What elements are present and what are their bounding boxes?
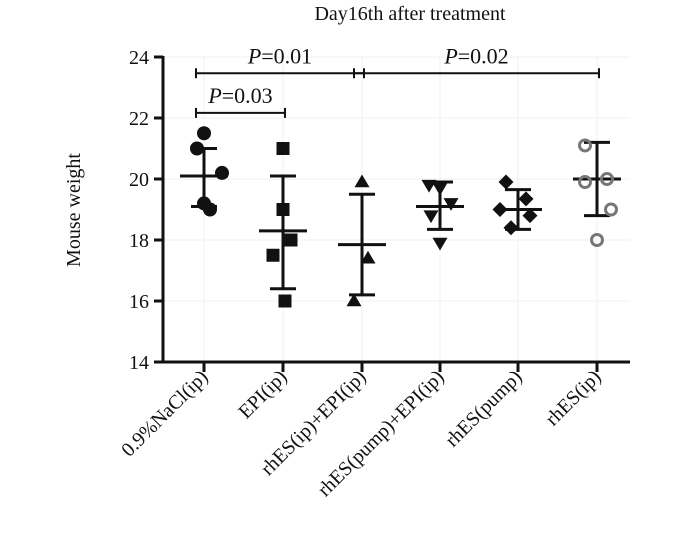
data-point [197, 126, 211, 141]
data-point [278, 294, 292, 308]
y-tick-label: 18 [129, 230, 149, 252]
p-symbol: P [247, 43, 261, 68]
y-tick-label: 14 [129, 352, 149, 374]
x-tick-label: rhES(ip) [541, 366, 605, 430]
group-3 [416, 179, 464, 251]
y-tick-label: 22 [129, 108, 149, 130]
data-point [443, 198, 459, 211]
data-point [284, 233, 298, 247]
p-symbol: P [443, 43, 457, 68]
data-point [203, 202, 217, 217]
chart-title: Day16th after treatment [314, 3, 505, 25]
group-2 [338, 174, 386, 307]
data-point [432, 237, 448, 251]
group-5 [573, 138, 621, 247]
data-point [432, 182, 448, 196]
data-point [276, 203, 290, 216]
y-tick-label: 24 [129, 47, 149, 69]
data-point [518, 191, 534, 207]
data-point [578, 138, 592, 153]
data-point [360, 250, 376, 264]
group-0 [180, 126, 229, 217]
significance-bracket: P=0.01 [195, 43, 365, 79]
y-tick-label: 16 [129, 291, 149, 313]
data-point [492, 202, 508, 217]
data-point [266, 248, 280, 262]
data-point [503, 220, 519, 236]
data-point [421, 179, 437, 193]
p-value: =0.02 [458, 43, 509, 68]
data-point [604, 202, 618, 217]
significance-bracket: P=0.02 [353, 43, 600, 79]
p-symbol: P [207, 83, 221, 108]
data-point [190, 141, 204, 156]
group-4 [492, 174, 542, 236]
y-axis-label: Mouse weight [63, 153, 85, 267]
group-1 [259, 142, 307, 308]
data-point [423, 210, 439, 224]
p-value-label: P=0.03 [207, 83, 272, 108]
x-tick-label: EPI(ip) [234, 366, 291, 423]
data-point [600, 172, 614, 186]
p-value-label: P=0.01 [247, 43, 312, 68]
x-tick-label: 0.9%NaCl(ip) [117, 366, 212, 461]
data-point [578, 175, 592, 190]
data-point [354, 174, 370, 188]
data-point [498, 174, 514, 190]
p-value: =0.03 [222, 83, 273, 108]
data-point [590, 233, 604, 247]
data-point [346, 293, 362, 307]
data-point [276, 142, 290, 155]
p-value: =0.01 [261, 43, 312, 68]
data-point [215, 165, 229, 180]
x-tick-label: rhES(pump) [441, 366, 526, 451]
p-value-label: P=0.02 [443, 43, 508, 68]
data-point [522, 208, 538, 224]
significance-bracket: P=0.03 [195, 83, 286, 118]
y-tick-label: 20 [129, 169, 149, 191]
